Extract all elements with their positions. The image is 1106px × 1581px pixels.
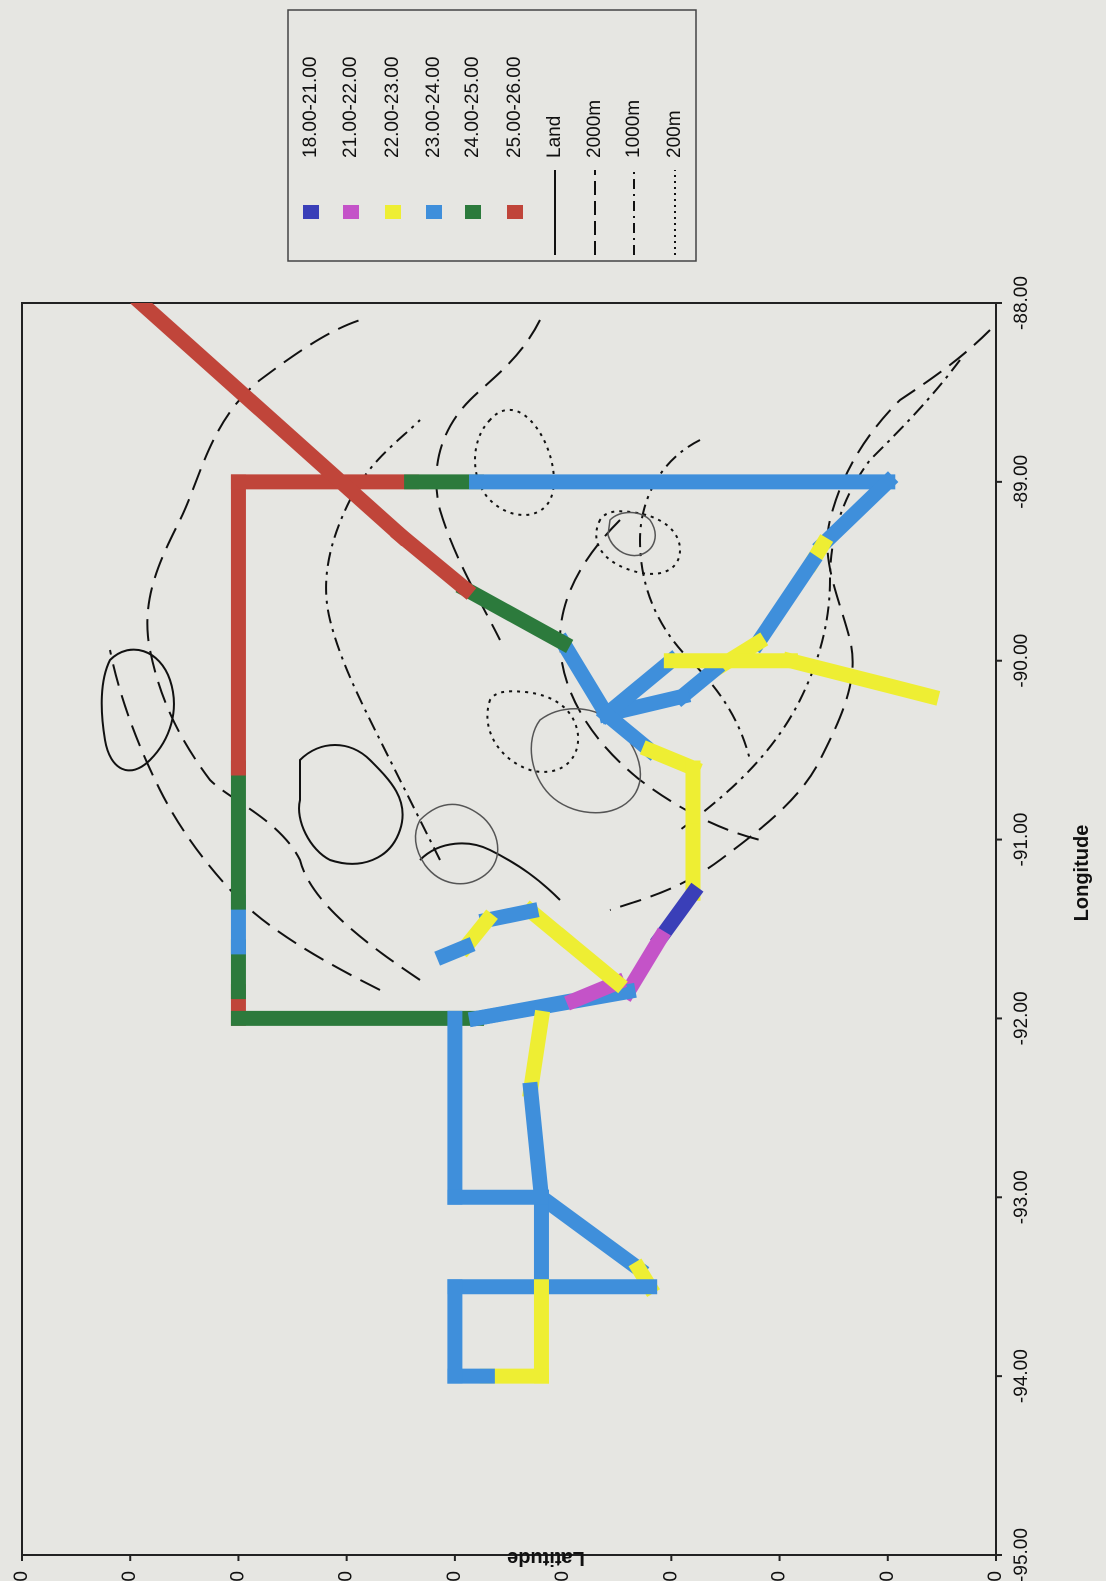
x-tick-label: -93.00 (1011, 1170, 1032, 1224)
contour-1000m-a (325, 419, 441, 861)
x-axis-ticks: -95.00 -94.00 -93.00 -92.00 -91.00 -90.00 -89.… (996, 276, 1032, 1581)
track-segment-21 (781, 651, 941, 706)
land-island-e (530, 708, 642, 814)
track-segment-39 (522, 1081, 550, 1206)
x-tick-label: -92.00 (1011, 991, 1032, 1045)
y-axis-ticks: 2.00 1.50 1.00 0.50 0.00 -0.50 -1.00 -1.50 -2.00… (11, 1555, 1006, 1581)
contour-200m-b (595, 510, 682, 575)
track-segment-9 (812, 471, 899, 556)
contour-200m-a (474, 408, 555, 516)
land-island-d (607, 511, 656, 557)
y-tick-label: 1.00 (227, 1571, 248, 1581)
legend-swatch-1 (303, 205, 319, 219)
legend: 18.00-21.00 21.00-22.00 22.00-23.00 23.00-2… (287, 9, 697, 262)
land-island-f (414, 803, 499, 885)
track-segment-19 (595, 650, 682, 725)
y-tick-label: -1.50 (769, 1571, 790, 1581)
x-tick-label: -91.00 (1011, 813, 1032, 867)
contour-2000m-b (109, 649, 381, 991)
legend-label-200m: 200m (664, 110, 685, 158)
x-tick-label: -88.00 (1011, 276, 1032, 330)
legend-swatch-6 (507, 205, 523, 219)
x-tick-label: -89.00 (1011, 455, 1032, 509)
track-segment-16 (455, 578, 574, 654)
track-segment-27 (617, 927, 671, 1002)
track-segment-38 (522, 1009, 551, 1099)
y-tick-label: -1.00 (660, 1571, 681, 1581)
track-layer (130, 303, 941, 1384)
contour-200m-c (486, 690, 580, 773)
y-tick-label: -0.50 (552, 1571, 573, 1581)
legend-label-2000m: 2000m (584, 100, 605, 158)
y-tick-label: 0.50 (336, 1571, 357, 1581)
plot-area (21, 302, 997, 1556)
legend-label-land: Land (544, 116, 565, 158)
legend-swatch-5 (465, 205, 481, 219)
land-island-b (100, 648, 175, 772)
track-segment-17 (390, 524, 477, 600)
land-island-a (298, 744, 404, 865)
track-segment-40 (530, 1186, 650, 1280)
y-tick-label: -2.00 (877, 1571, 898, 1581)
legend-label-3: 22.00-23.00 (382, 57, 403, 158)
track-segment-32 (552, 927, 628, 994)
track-segment-36 (434, 937, 476, 966)
x-tick-label: -90.00 (1011, 634, 1032, 688)
y-tick-label: -2.50 (985, 1571, 1006, 1581)
x-tick-label: -95.00 (1011, 1528, 1032, 1581)
y-tick-label: 0.00 (444, 1571, 465, 1581)
land-island-c (419, 842, 561, 901)
contour-2000m-a (146, 319, 421, 981)
legend-label-4: 23.00-24.00 (423, 57, 444, 158)
legend-swatch-3 (385, 205, 401, 219)
x-tick-label: -94.00 (1011, 1349, 1032, 1403)
track-segment-22 (595, 703, 661, 761)
x-axis-label: Longitude (1071, 825, 1093, 922)
track-segment-26 (650, 882, 704, 949)
y-axis-label: Latitude (507, 1547, 585, 1569)
track-segment-30 (467, 991, 583, 1028)
legend-swatch-4 (426, 205, 442, 219)
contour-2000m-d (609, 329, 991, 911)
legend-label-1000m: 1000m (623, 100, 644, 158)
legend-label-1: 18.00-21.00 (300, 57, 321, 158)
legend-label-5: 24.00-25.00 (462, 57, 483, 158)
contour-1000m-b (679, 359, 961, 831)
y-tick-label: 1.50 (119, 1571, 140, 1581)
track-segment-18 (130, 303, 412, 547)
legend-label-6: 25.00-26.00 (504, 57, 525, 158)
legend-label-2: 21.00-22.00 (340, 57, 361, 158)
track-segment-15 (552, 632, 617, 725)
legend-box (287, 9, 697, 262)
track-segment-11 (747, 551, 823, 654)
legend-swatch-2 (343, 205, 359, 219)
y-tick-label: 2.00 (11, 1571, 32, 1581)
